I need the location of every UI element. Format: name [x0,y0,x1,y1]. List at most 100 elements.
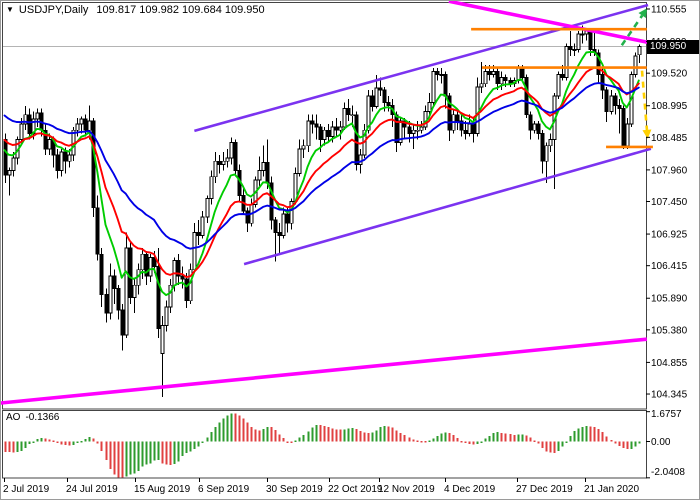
candle-body [140,253,145,271]
time-axis-label: 27 Dec 2019 [516,484,573,495]
time-axis-label: 6 Sep 2019 [198,484,250,495]
ao-bar [28,441,31,445]
trend-descending[interactable] [448,1,654,46]
symbol-dropdown-icon[interactable]: ▼ [6,5,14,14]
price-axis-label: 108.485 [651,133,688,144]
candle-body [419,126,424,131]
moving-averages-layer [3,50,640,297]
fast-ma-line [3,50,640,297]
price-axis[interactable]: 110.555110.030109.520108.995108.485107.9… [646,5,688,479]
ao-bar [181,441,184,456]
ao-bar [56,441,59,443]
ao-bar [460,440,463,443]
ao-bar [545,441,548,452]
ao-bar [270,427,273,442]
ao-bar [395,430,398,442]
ao-bar [500,432,503,442]
candle-body [548,139,553,147]
ao-bar [153,441,156,461]
candle-body [265,161,270,184]
ao-bar [129,441,132,475]
candle-body [528,114,533,131]
ao-bar [24,441,27,448]
candle-body [378,87,383,91]
candle-body [411,129,416,134]
candle-body [124,247,129,336]
candle-body [322,129,327,140]
time-axis-label: 24 Jul 2019 [66,484,118,495]
candle-body [386,101,391,106]
ao-bar [440,433,443,442]
candle-body [156,266,161,330]
candle-body [427,101,432,113]
time-axis[interactable]: 2 Jul 2019 24 Jul 2019 15 Aug 2019 6 Sep 20… [3,478,639,495]
candle-body [314,123,319,128]
ao-bar [387,426,390,442]
ao-bar [88,437,91,442]
scenario-down-arrow[interactable] [640,70,649,131]
candle-body [588,30,593,51]
candle-body [516,67,521,82]
ao-bar [302,434,305,442]
candle-body [556,73,561,97]
ao-bar [476,441,479,444]
ao-bar [601,432,604,442]
candle-body [576,33,581,51]
candle-body [67,154,72,162]
ao-bar [290,441,293,443]
candle-body [491,70,496,75]
candle-body [443,73,448,97]
ao-bar [189,441,192,452]
price-axis-label: 104.345 [651,390,688,401]
symbol-timeframe-label: USDJPY,Daily [18,4,89,16]
price-axis-label: 104.855 [651,358,688,369]
chart-title: ▼ USDJPY,Daily 109.817 109.982 109.684 109… [6,4,265,16]
ao-bar [416,440,419,442]
ao-bar [412,439,415,442]
ao-panel-border [2,410,647,479]
ao-bar [379,427,382,442]
ao-bar [448,433,451,442]
ao-bar [165,441,168,465]
ao-bar [185,441,188,454]
ao-bar [258,430,261,442]
candle-body [301,145,306,150]
ao-bar [399,433,402,442]
ao-bar [504,433,507,442]
ao-bar [464,441,467,444]
ao-bar [16,441,19,453]
ao-indicator-label: AO -0.1366 [6,412,59,423]
candle-body [382,89,387,103]
trend-ascending[interactable] [1,337,648,405]
price-axis-label: 107.450 [651,197,688,208]
candle-body [99,253,104,295]
ao-bar [327,427,330,442]
ao-bar [359,431,362,442]
candle-body [200,216,205,237]
candle-body [7,170,12,176]
ao-bar [339,429,342,442]
price-axis-label: 108.995 [651,101,688,112]
channel-lower[interactable] [243,147,652,266]
candle-body [95,207,100,255]
ao-bar [597,428,600,442]
candle-body [128,247,133,299]
candle-body [524,77,529,116]
ao-bar [206,437,209,442]
scenario-down-arrow-head [642,129,652,139]
candle-body [176,259,181,277]
ao-bar [214,426,217,442]
candle-body [35,112,40,120]
ao-bar [452,435,455,442]
ao-bar [286,441,289,443]
candle-body [43,129,48,150]
ao-bar [149,441,152,464]
ao-scale-label: 1.6757 [651,409,682,420]
candle-body [277,232,282,237]
candle-body [455,114,460,122]
candle-body [233,142,238,171]
candle-body [536,123,541,134]
ao-bar [294,440,297,443]
